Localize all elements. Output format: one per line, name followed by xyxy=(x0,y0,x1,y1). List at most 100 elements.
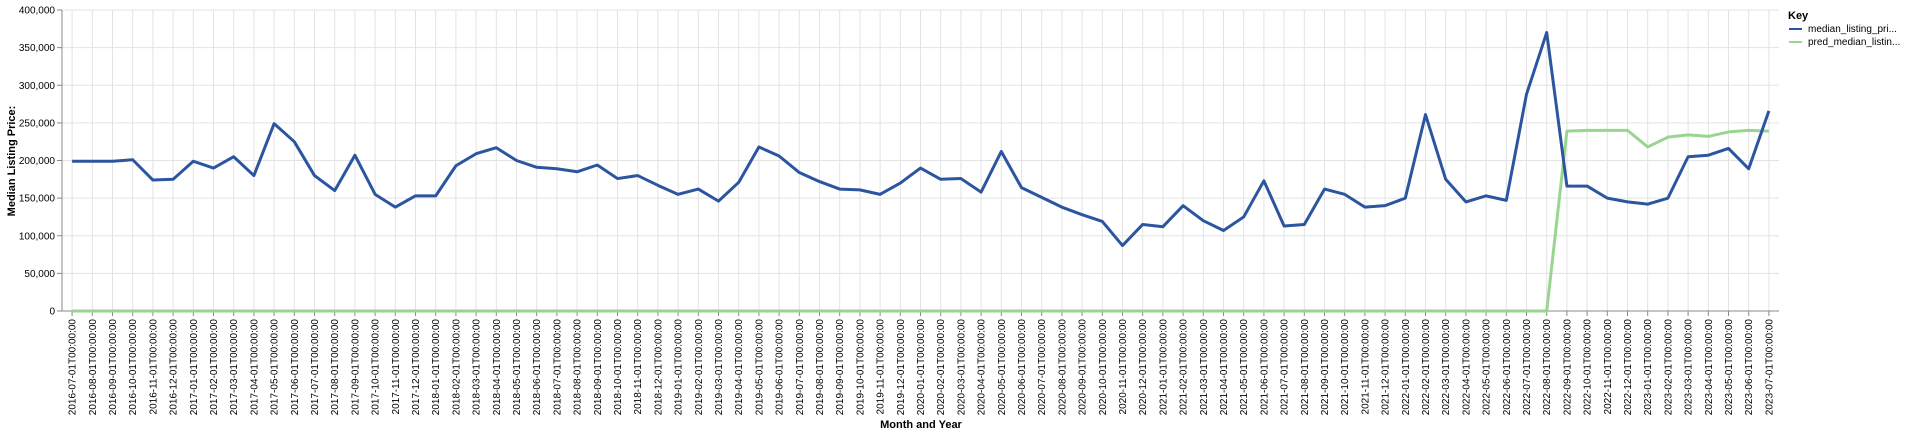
x-tick-label: 2022-05-01T00:00:00 xyxy=(1482,319,1493,416)
x-tick-label: 2022-04-01T00:00:00 xyxy=(1461,319,1472,416)
x-tick-label: 2021-09-01T00:00:00 xyxy=(1320,319,1331,416)
x-tick-label: 2021-06-01T00:00:00 xyxy=(1259,319,1270,416)
x-tick-label: 2021-07-01T00:00:00 xyxy=(1280,319,1291,416)
x-tick-label: 2017-10-01T00:00:00 xyxy=(371,319,382,416)
x-tick-label: 2017-04-01T00:00:00 xyxy=(249,319,260,416)
y-tick-label: 300,000 xyxy=(19,81,56,92)
x-tick-label: 2017-05-01T00:00:00 xyxy=(270,319,281,416)
x-tick-label: 2023-07-01T00:00:00 xyxy=(1764,319,1775,416)
x-tick-label: 2017-08-01T00:00:00 xyxy=(330,319,341,416)
x-tick-label: 2017-07-01T00:00:00 xyxy=(310,319,321,416)
x-tick-label: 2023-01-01T00:00:00 xyxy=(1643,319,1654,416)
x-tick-label: 2019-02-01T00:00:00 xyxy=(694,319,705,416)
x-tick-label: 2022-10-01T00:00:00 xyxy=(1583,319,1594,416)
x-tick-label: 2020-10-01T00:00:00 xyxy=(1098,319,1109,416)
x-tick-label: 2020-02-01T00:00:00 xyxy=(936,319,947,416)
x-tick-label: 2018-01-01T00:00:00 xyxy=(431,319,442,416)
x-tick-label: 2016-07-01T00:00:00 xyxy=(68,319,79,416)
series-line-median-listing-price xyxy=(72,31,1771,248)
x-tick-label: 2021-01-01T00:00:00 xyxy=(1158,319,1169,416)
y-tick-label: 150,000 xyxy=(19,194,56,205)
y-tick-label: 0 xyxy=(49,307,55,318)
x-tick-label: 2021-02-01T00:00:00 xyxy=(1179,319,1190,416)
x-tick-label: 2019-11-01T00:00:00 xyxy=(876,319,887,415)
x-tick-label: 2022-11-01T00:00:00 xyxy=(1603,319,1614,415)
x-tick-label: 2021-03-01T00:00:00 xyxy=(1199,319,1210,416)
x-tick-label: 2022-07-01T00:00:00 xyxy=(1522,319,1533,416)
x-tick-label: 2019-05-01T00:00:00 xyxy=(754,319,765,416)
x-tick-label: 2016-09-01T00:00:00 xyxy=(108,319,119,416)
x-tick-label: 2016-11-01T00:00:00 xyxy=(148,319,159,415)
x-tick-label: 2019-08-01T00:00:00 xyxy=(815,319,826,416)
x-tick-label: 2019-12-01T00:00:00 xyxy=(896,319,907,416)
x-tick-label: 2017-09-01T00:00:00 xyxy=(350,319,361,416)
y-tick-label: 400,000 xyxy=(19,6,56,17)
legend-label: pred_median_listin... xyxy=(1808,37,1900,48)
x-tick-label: 2022-03-01T00:00:00 xyxy=(1441,319,1452,416)
gridlines xyxy=(62,9,1779,312)
x-tick-label: 2023-02-01T00:00:00 xyxy=(1663,319,1674,416)
y-tick-label: 350,000 xyxy=(19,43,56,54)
x-tick-label: 2018-12-01T00:00:00 xyxy=(653,319,664,416)
x-tick-label: 2022-12-01T00:00:00 xyxy=(1623,319,1634,416)
legend-label: median_listing_pri... xyxy=(1808,24,1897,35)
x-tick-label: 2018-10-01T00:00:00 xyxy=(613,319,624,416)
x-tick-label: 2021-10-01T00:00:00 xyxy=(1340,319,1351,416)
x-tick-label: 2021-05-01T00:00:00 xyxy=(1239,319,1250,416)
x-tick-label: 2021-04-01T00:00:00 xyxy=(1219,319,1230,416)
x-tick-label: 2023-04-01T00:00:00 xyxy=(1704,319,1715,416)
x-tick-label: 2022-08-01T00:00:00 xyxy=(1542,319,1553,416)
x-tick-label: 2017-01-01T00:00:00 xyxy=(189,319,200,416)
y-tick-label: 50,000 xyxy=(24,269,55,280)
x-tick-label: 2018-09-01T00:00:00 xyxy=(593,319,604,416)
x-tick-label: 2020-04-01T00:00:00 xyxy=(977,319,988,416)
x-tick-label: 2023-05-01T00:00:00 xyxy=(1724,319,1735,416)
x-tick-label: 2017-11-01T00:00:00 xyxy=(391,319,402,415)
x-tick-label: 2021-12-01T00:00:00 xyxy=(1381,319,1392,416)
x-tick-label: 2022-06-01T00:00:00 xyxy=(1502,319,1513,416)
x-tick-label: 2019-09-01T00:00:00 xyxy=(835,319,846,416)
x-tick-label: 2019-06-01T00:00:00 xyxy=(775,319,786,416)
x-tick-label: 2018-03-01T00:00:00 xyxy=(472,319,483,416)
x-tick-label: 2019-10-01T00:00:00 xyxy=(855,319,866,416)
x-axis-title: Month and Year xyxy=(880,419,962,431)
x-tick-label: 2023-03-01T00:00:00 xyxy=(1684,319,1695,416)
x-axis: 2016-07-01T00:00:00 2016-08-01T00:00:00 20… xyxy=(62,310,1779,416)
x-tick-label: 2019-07-01T00:00:00 xyxy=(795,319,806,416)
x-tick-label: 2020-01-01T00:00:00 xyxy=(916,319,927,416)
x-tick-label: 2020-05-01T00:00:00 xyxy=(997,319,1008,416)
series-line-pred-median-listing xyxy=(72,128,1769,313)
y-tick-label: 100,000 xyxy=(19,231,56,242)
x-tick-label: 2020-08-01T00:00:00 xyxy=(1057,319,1068,416)
series-lines xyxy=(72,31,1771,313)
legend-title: Key xyxy=(1788,10,1809,22)
x-tick-label: 2021-08-01T00:00:00 xyxy=(1300,319,1311,416)
x-tick-label: 2020-12-01T00:00:00 xyxy=(1138,319,1149,416)
x-tick-label: 2019-01-01T00:00:00 xyxy=(674,319,685,416)
legend: Key median_listing_pri... pred_median_lis… xyxy=(1788,10,1900,48)
x-tick-label: 2018-11-01T00:00:00 xyxy=(633,319,644,415)
x-tick-label: 2020-07-01T00:00:00 xyxy=(1037,319,1048,416)
x-tick-label: 2018-04-01T00:00:00 xyxy=(492,319,503,416)
y-axis: 0 50,000 100,000 150,000 200,000 250,000 300,0… xyxy=(19,6,63,318)
y-tick-label: 250,000 xyxy=(19,118,56,129)
x-tick-label: 2017-02-01T00:00:00 xyxy=(209,319,220,416)
x-tick-label: 2018-06-01T00:00:00 xyxy=(532,319,543,416)
x-tick-label: 2018-05-01T00:00:00 xyxy=(512,319,523,416)
x-tick-label: 2018-02-01T00:00:00 xyxy=(451,319,462,416)
x-tick-label: 2016-12-01T00:00:00 xyxy=(169,319,180,416)
x-tick-label: 2020-03-01T00:00:00 xyxy=(956,319,967,416)
x-tick-label: 2022-02-01T00:00:00 xyxy=(1421,319,1432,416)
x-tick-label: 2019-04-01T00:00:00 xyxy=(734,319,745,416)
x-tick-label: 2017-03-01T00:00:00 xyxy=(229,319,240,416)
x-tick-label: 2017-12-01T00:00:00 xyxy=(411,319,422,416)
x-tick-label: 2023-06-01T00:00:00 xyxy=(1744,319,1755,416)
x-tick-label: 2022-09-01T00:00:00 xyxy=(1562,319,1573,416)
y-axis-title: Median Listing Price: xyxy=(6,106,18,217)
x-tick-label: 2020-11-01T00:00:00 xyxy=(1118,319,1129,415)
y-tick-label: 200,000 xyxy=(19,156,56,167)
x-tick-label: 2018-08-01T00:00:00 xyxy=(573,319,584,416)
x-tick-label: 2020-06-01T00:00:00 xyxy=(1017,319,1028,416)
x-tick-label: 2019-03-01T00:00:00 xyxy=(714,319,725,416)
